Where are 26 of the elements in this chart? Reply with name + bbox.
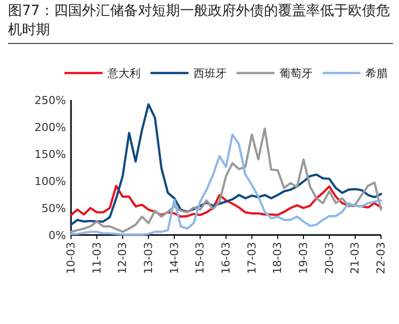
y-tick-label: 50% — [42, 202, 66, 215]
x-tick-label: 12-03 — [116, 242, 130, 274]
y-tick-label: 150% — [34, 148, 66, 161]
y-tick-label: 0% — [48, 229, 66, 242]
x-tick-label: 11-03 — [90, 242, 104, 274]
x-tick-label: 13-03 — [142, 242, 155, 274]
legend-label: 葡萄牙 — [280, 67, 312, 80]
legend-label: 希腊 — [366, 67, 388, 80]
line-series — [70, 103, 382, 226]
x-tick-label: 16-03 — [220, 242, 232, 274]
y-tick-label: 250% — [34, 94, 66, 107]
legend-label: 意大利 — [106, 67, 140, 80]
x-tick-label: 21-03 — [348, 242, 362, 274]
chart-title: 图77：四国外汇储备对短期一般政府外债的覆盖率低于欧债危机时期 — [8, 2, 393, 44]
x-tick-label: 17-03 — [245, 242, 258, 274]
x-tick-label: 20-03 — [322, 242, 336, 274]
y-tick-label: 200% — [34, 121, 66, 134]
legend-label: 西班牙 — [194, 67, 226, 80]
line-series — [70, 184, 382, 218]
x-tick-label: 15-03 — [194, 242, 207, 274]
x-tick-label: 10-03 — [64, 242, 78, 274]
y-tick-label: 100% — [34, 175, 66, 188]
x-tick-label: 19-03 — [297, 242, 310, 274]
x-tick-label: 14-03 — [168, 242, 181, 274]
x-tick-label: 18-03 — [271, 242, 284, 274]
x-tick-label: 22-03 — [374, 242, 388, 274]
